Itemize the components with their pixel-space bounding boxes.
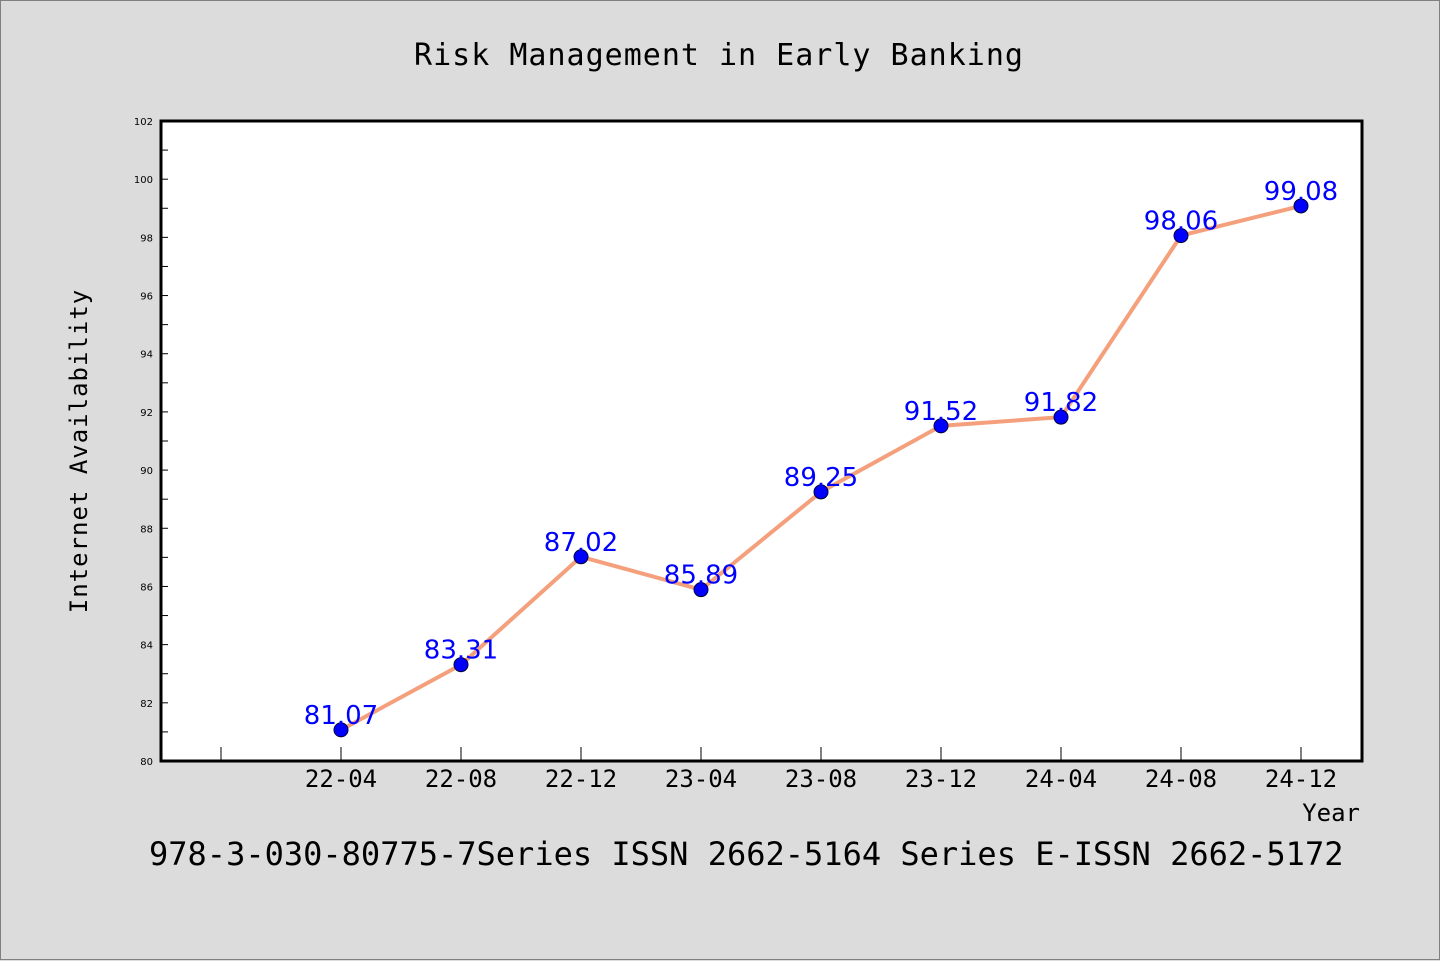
y-tick-label: 80 (140, 757, 153, 768)
data-point (333, 722, 349, 738)
data-label: 83.31 (424, 636, 498, 666)
x-tick-label: 24-12 (1265, 765, 1337, 793)
data-point (1293, 198, 1309, 214)
data-label: 99.08 (1264, 177, 1338, 207)
chart-title: Risk Management in Early Banking (414, 38, 1024, 73)
y-axis-label: Internet Availability (65, 289, 93, 613)
y-tick-label: 102 (134, 117, 153, 128)
data-label: 85.89 (664, 561, 738, 591)
y-axis: 80 82 84 86 88 90 92 94 96 98 100 102 (134, 117, 168, 768)
y-tick-label: 92 (140, 408, 153, 419)
data-point (1173, 228, 1189, 244)
data-point (453, 657, 469, 673)
data-label: 89.25 (784, 463, 858, 493)
x-tick-label: 23-04 (665, 765, 737, 793)
series-markers (333, 198, 1309, 738)
x-tick-label: 23-12 (905, 765, 977, 793)
y-tick-label: 94 (140, 350, 153, 361)
x-tick-label: 22-12 (545, 765, 617, 793)
x-axis-label: Year (1302, 799, 1360, 827)
x-tick-label: 22-04 (305, 765, 377, 793)
data-point (1053, 409, 1069, 425)
data-label: 91.52 (904, 397, 978, 427)
data-point (933, 418, 949, 434)
x-tick-label: 22-08 (425, 765, 497, 793)
data-label: 91.82 (1024, 388, 1098, 418)
data-point (693, 582, 709, 598)
x-axis: 22-04 22-08 22-12 23-04 23-08 23-12 24-04 24-08… (220, 747, 1337, 793)
x-tick-label: 24-04 (1025, 765, 1097, 793)
data-point (813, 484, 829, 500)
y-tick-label: 98 (140, 233, 153, 244)
data-point (573, 549, 589, 565)
y-tick-label: 90 (140, 466, 153, 477)
data-label: 81.07 (304, 701, 378, 731)
y-tick-label: 82 (140, 699, 153, 710)
y-tick-label: 96 (140, 292, 153, 303)
y-tick-label: 88 (140, 524, 153, 535)
plot-area (159, 119, 1364, 763)
y-tick-label: 86 (140, 582, 153, 593)
data-labels: 81.07 83.31 87.02 85.89 89.25 91.52 91.82 98.06… (304, 177, 1338, 731)
x-tick-label: 23-08 (785, 765, 857, 793)
x-tick-label: 24-08 (1145, 765, 1217, 793)
footer-isbn-text: 978-3-030-80775-7Series ISSN 2662-5164 S… (149, 835, 1343, 873)
data-label: 98.06 (1144, 207, 1218, 237)
y-tick-label: 100 (134, 175, 153, 186)
data-label: 87.02 (544, 528, 618, 558)
y-tick-label: 84 (140, 641, 153, 652)
